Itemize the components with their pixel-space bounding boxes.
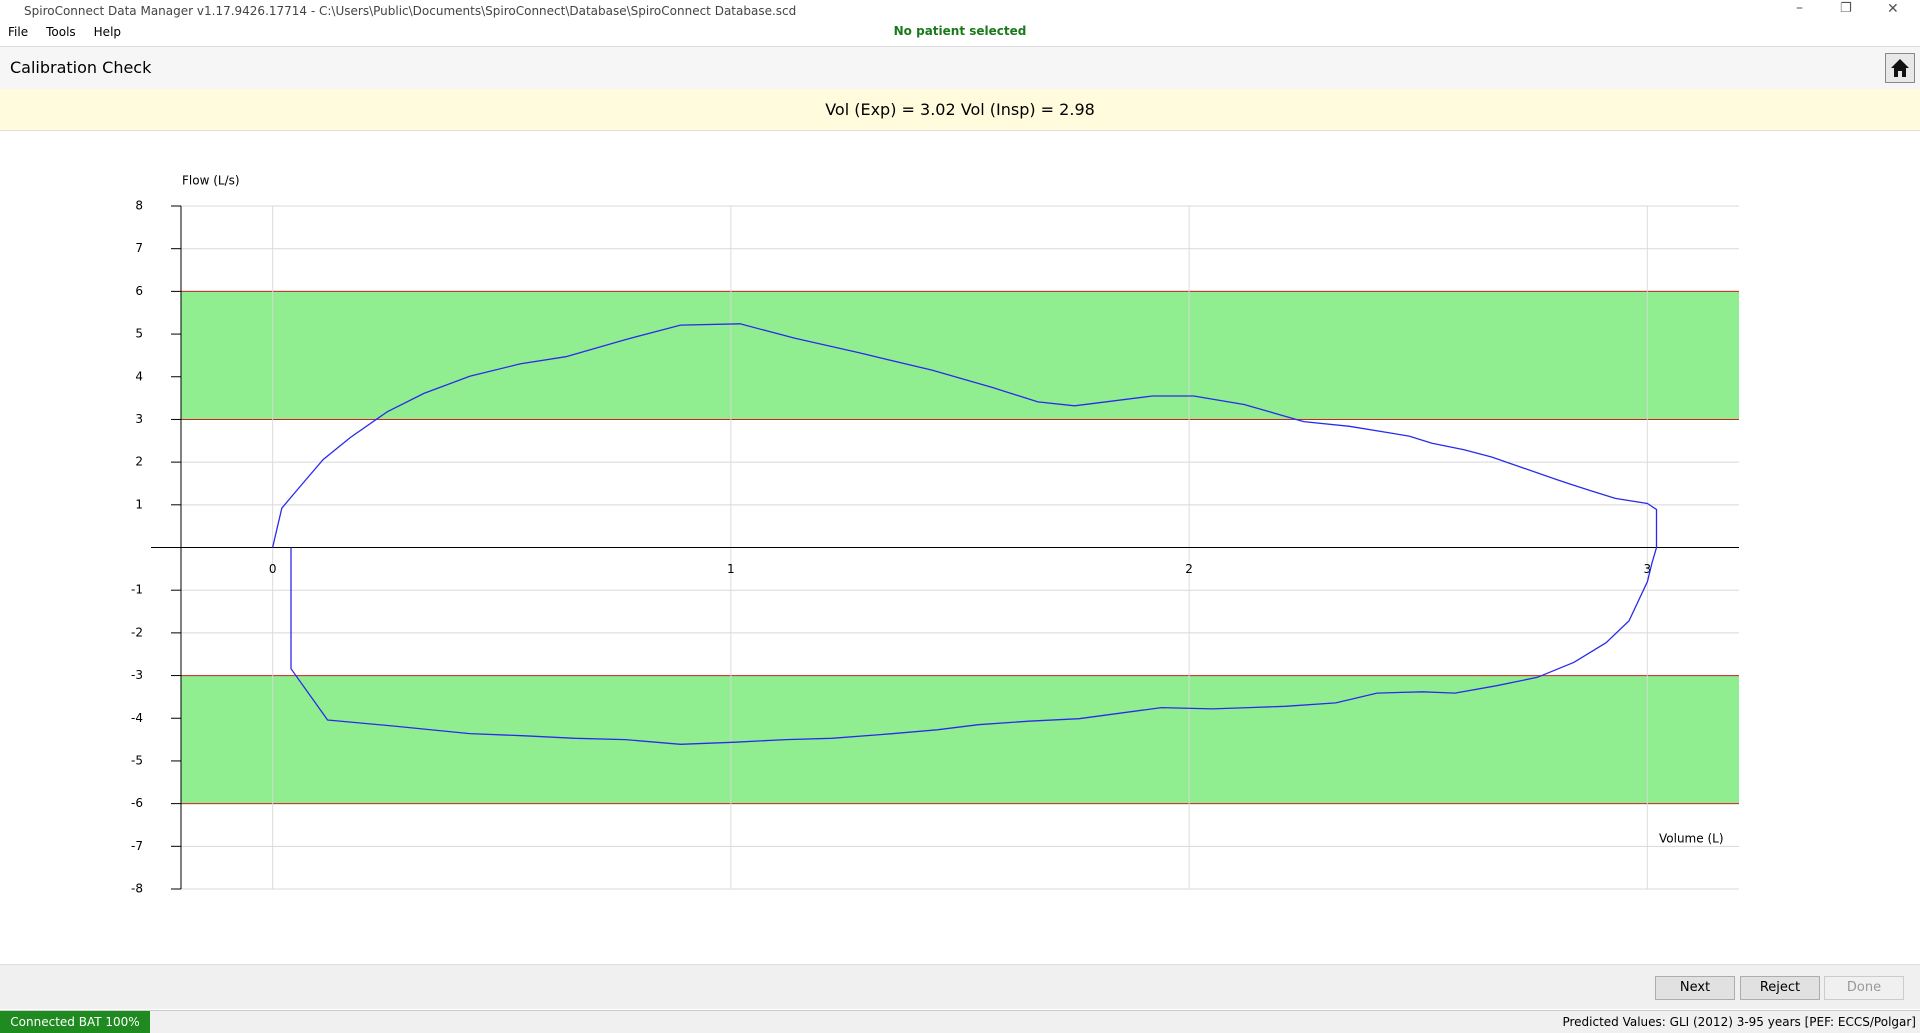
y-tick-label: -7 xyxy=(131,839,143,853)
x-tick-label: 1 xyxy=(727,562,735,576)
home-button[interactable] xyxy=(1885,53,1915,83)
y-tick-label: 5 xyxy=(135,327,143,341)
status-bar: Connected BAT 100% Predicted Values: GLI… xyxy=(0,1010,1920,1033)
menu-item[interactable]: Tools xyxy=(46,25,76,39)
close[interactable]: ✕ xyxy=(1887,1,1899,17)
page-title: Calibration Check xyxy=(10,58,152,77)
predicted-values: Predicted Values: GLI (2012) 3-95 years … xyxy=(1562,1015,1916,1029)
x-tick-label: 3 xyxy=(1644,562,1652,576)
y-tick-label: 7 xyxy=(135,241,143,255)
next-button[interactable]: Next xyxy=(1655,976,1735,1000)
y-axis-label: Flow (L/s) xyxy=(182,174,240,188)
flow-volume-chart: -8 -7 -6 -5 -4 -3 -2 -1 1 2 3 4 5 6 7 8 0 1 2 3 Flow (L/s) Vo… xyxy=(131,174,1739,896)
y-tick-label: -2 xyxy=(131,625,143,639)
window-title: SpiroConnect Data Manager v1.17.9426.177… xyxy=(24,4,797,18)
y-tick-label: 3 xyxy=(135,412,143,426)
x-axis-label: Volume (L) xyxy=(1659,832,1724,846)
patient-status: No patient selected xyxy=(893,24,1027,38)
tolerance-band xyxy=(181,291,1739,420)
y-tick-label: 6 xyxy=(135,284,143,298)
flow-volume-loop xyxy=(271,323,1658,745)
header: Calibration Check xyxy=(0,46,1920,90)
y-tick-label: 2 xyxy=(135,455,143,469)
done-button: Done xyxy=(1824,976,1904,1000)
reject-button[interactable]: Reject xyxy=(1740,976,1820,1000)
y-tick-label: -1 xyxy=(131,583,143,597)
y-tick-label: 8 xyxy=(135,199,143,213)
connection-status: Connected BAT 100% xyxy=(0,1011,150,1033)
x-tick-label: 2 xyxy=(1185,562,1193,576)
y-tick-label: 1 xyxy=(135,497,143,511)
menu-bar: File Tools Help xyxy=(8,25,121,39)
toolbar xyxy=(0,964,1920,1009)
summary-bar: Vol (Exp) = 3.02 Vol (Insp) = 2.98 xyxy=(0,89,1920,131)
minimize[interactable]: – xyxy=(1796,0,1803,16)
menu-item[interactable]: File xyxy=(8,25,29,39)
tolerance-band xyxy=(181,675,1739,804)
menu-item[interactable]: Help xyxy=(93,25,122,39)
y-tick-label: 4 xyxy=(135,369,143,383)
y-tick-label: -8 xyxy=(131,882,143,896)
y-tick-label: -4 xyxy=(131,711,143,725)
y-tick-label: -5 xyxy=(131,753,143,767)
home-icon xyxy=(1891,59,1909,77)
y-tick-label: -6 xyxy=(131,796,143,810)
summary: Vol (Exp) = 3.02 Vol (Insp) = 2.98 xyxy=(825,100,1095,119)
y-tick-label: -3 xyxy=(131,668,143,682)
x-tick-label: 0 xyxy=(269,562,277,576)
title-bar: SpiroConnect Data Manager v1.17.9426.177… xyxy=(0,0,1920,22)
restore[interactable]: ❐ xyxy=(1840,1,1852,16)
